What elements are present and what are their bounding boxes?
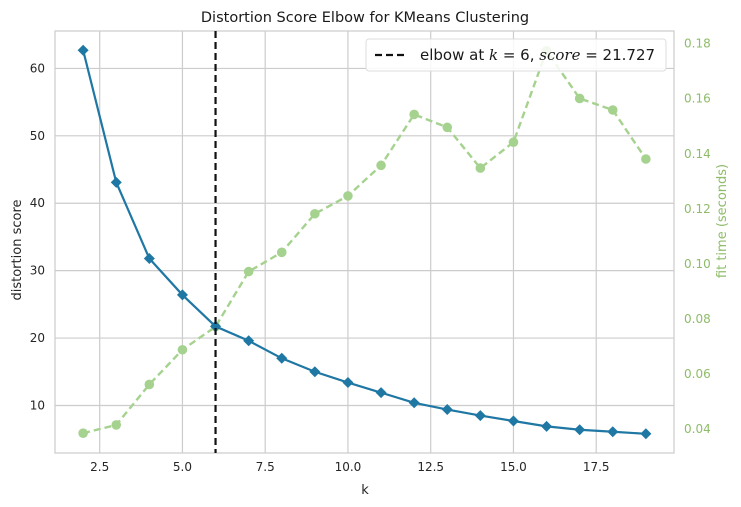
- distortion-series: [77, 44, 652, 440]
- fit-time-series: [78, 46, 651, 438]
- fit-time-point: [442, 122, 453, 133]
- fit-time-point: [574, 93, 585, 104]
- legend-score-value: = 21.727: [580, 46, 655, 64]
- x-tick-label: 5.0: [173, 460, 192, 474]
- distortion-point: [375, 387, 387, 399]
- fit-time-point: [78, 428, 88, 438]
- x-tick-label: 12.5: [417, 460, 444, 474]
- y-tick-label: 50: [30, 129, 45, 143]
- fit-time-point: [607, 105, 618, 115]
- y-tick-label: 40: [30, 196, 45, 210]
- fit-time-point: [343, 191, 353, 201]
- y2-tick-label: 0.10: [684, 257, 711, 271]
- legend-k-value: = 6,: [498, 46, 539, 64]
- fit-time-point: [508, 137, 519, 148]
- fit-time-point: [144, 379, 155, 390]
- distortion-point: [441, 404, 453, 416]
- chart-title: Distortion Score Elbow for KMeans Cluste…: [201, 10, 529, 26]
- y-tick-label: 20: [30, 331, 45, 345]
- distortion-point: [77, 44, 89, 56]
- x-tick-label: 10.0: [335, 460, 362, 474]
- distortion-point: [507, 415, 519, 427]
- distortion-point: [640, 428, 652, 440]
- legend-k-symbol: k: [489, 46, 498, 64]
- legend-box: [365, 38, 667, 72]
- y2-tick-label: 0.12: [684, 202, 711, 216]
- distortion-point: [408, 397, 420, 409]
- fit-time-line: [82, 48, 647, 435]
- y2-tick-label: 0.08: [684, 312, 711, 326]
- x-tick-label: 2.5: [90, 460, 109, 474]
- fit-time-point: [177, 344, 188, 355]
- fit-time-point: [310, 208, 320, 219]
- legend-score-symbol: score: [539, 46, 580, 64]
- plot-frame: [54, 30, 675, 454]
- y-tick-label: 10: [30, 398, 45, 412]
- fit-time-point: [376, 160, 386, 171]
- y-tick-label: 60: [30, 61, 45, 75]
- y2-tick-label: 0.18: [684, 37, 711, 51]
- distortion-point: [607, 426, 619, 438]
- distortion-point: [541, 420, 553, 432]
- distortion-point: [342, 377, 354, 389]
- tick-labels: 2.5 5.0 7.5 10.0 12.5 15.0 17.5 10 20 30 40 50 60 0.0…: [30, 37, 711, 474]
- distortion-point: [276, 352, 288, 364]
- y2-axis-label: fit time (seconds): [715, 164, 730, 278]
- y-tick-label: 30: [30, 264, 45, 278]
- distortion-point: [143, 253, 155, 265]
- fit-time-point: [409, 109, 419, 120]
- distortion-point: [243, 335, 255, 347]
- distortion-point: [474, 410, 486, 422]
- distortion-point: [110, 176, 122, 188]
- y-axis-label: distortion score: [10, 200, 25, 301]
- legend-label: elbow at k = 6, score = 21.727: [420, 46, 655, 64]
- x-axis-label: k: [361, 483, 369, 498]
- distortion-point: [309, 366, 321, 378]
- distortion-point: [210, 320, 222, 332]
- legend: elbow at k = 6, score = 21.727: [365, 38, 667, 72]
- fit-time-point: [641, 154, 651, 164]
- x-tick-label: 7.5: [256, 460, 275, 474]
- y2-tick-label: 0.04: [684, 422, 711, 436]
- distortion-point: [176, 289, 188, 301]
- fit-time-point: [276, 247, 287, 258]
- fit-time-point: [111, 420, 122, 430]
- x-tick-label: 15.0: [500, 460, 527, 474]
- y2-tick-label: 0.14: [684, 147, 711, 161]
- y2-tick-label: 0.06: [684, 367, 711, 381]
- legend-prefix: elbow at: [420, 46, 489, 64]
- y2-tick-label: 0.16: [684, 92, 711, 106]
- fit-time-point: [243, 266, 254, 277]
- x-tick-label: 17.5: [583, 460, 610, 474]
- distortion-point: [574, 424, 586, 436]
- fit-time-point: [475, 163, 486, 173]
- distortion-line: [82, 49, 646, 435]
